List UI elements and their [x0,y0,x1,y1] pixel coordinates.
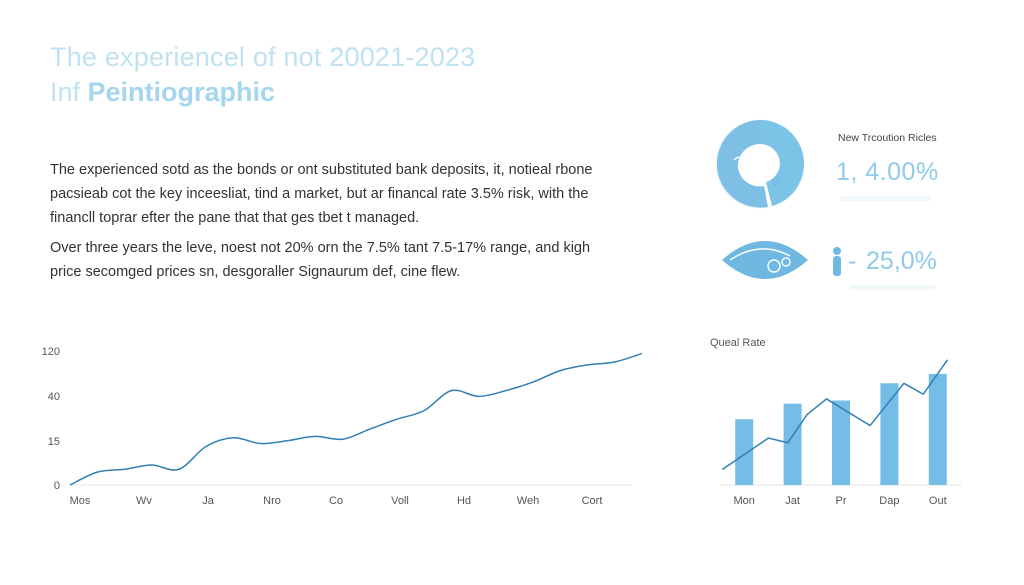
kpi-caption-2 [850,285,935,290]
y-tick-label: 15 [48,436,60,448]
page-subtitle: Inf Peintiographic [50,77,275,108]
page-title: The experiencel of not 20021-2023 [50,42,476,72]
kpi-dash: - [848,247,857,275]
bar-x-tick-label: Out [929,495,947,507]
donut-chart-icon [715,119,805,209]
bar [832,400,850,485]
line-chart: 0 15 40 120 Mos Wv Ja Nro Co Voll Hd Weh Cort [42,346,643,507]
bar [783,403,802,485]
x-tick-label: Co [329,495,343,507]
person-icon [833,247,841,276]
bar [880,383,899,485]
line-series [69,352,643,486]
y-tick-label: 120 [42,346,60,358]
kpi-value-1: 1, 4.00% [836,158,939,186]
bar-chart-title: Queal Rate [710,337,766,349]
bar-x-tick-label: Dap [879,495,899,507]
paragraph-2: Over three years the leve, noest not 20%… [50,240,591,280]
y-tick-label: 40 [48,391,60,403]
x-tick-label: Mos [70,495,91,507]
x-tick-label: Cort [582,495,603,507]
kpi-label: New Trcoution Ricles [838,132,937,144]
x-tick-label: Hd [457,495,471,507]
kpi-value-2: 25,0% [866,247,937,275]
bar-chart: Queal Rate Mon Jat Pr Dap Out [710,337,962,507]
eye-icon [722,241,808,279]
kpi-caption-1 [840,196,930,201]
x-tick-label: Wv [136,495,152,507]
bar-x-tick-label: Jat [785,495,800,507]
x-tick-label: Nro [263,495,281,507]
bar-x-tick-label: Mon [733,495,754,507]
x-tick-label: Weh [517,495,539,507]
subtitle-prefix: Inf [50,77,88,107]
y-tick-label: 0 [54,480,60,492]
subtitle-bold: Peintiographic [87,77,276,107]
paragraph-1: The experienced sotd as the bonds or ont… [50,162,593,226]
bar-x-tick-label: Pr [836,495,847,507]
bar [735,419,754,485]
x-tick-label: Ja [202,495,215,507]
bar [928,373,947,485]
x-tick-label: Voll [391,495,409,507]
bar-overlay-line [721,359,949,470]
